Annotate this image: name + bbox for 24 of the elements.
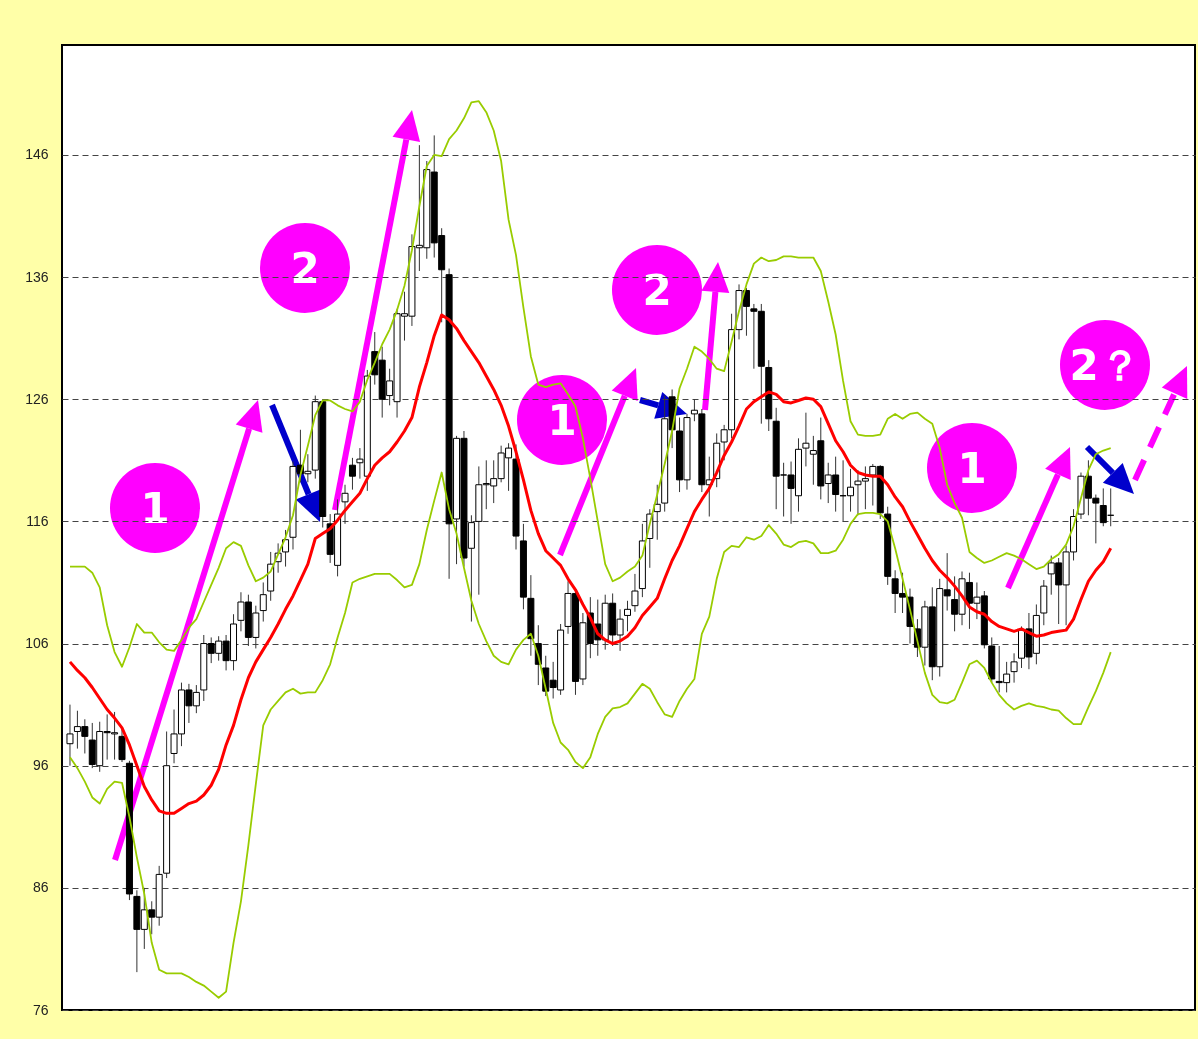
y-tick-label: 136 [25, 268, 49, 285]
candlestick [802, 412, 810, 467]
y-tick-label: 116 [26, 512, 49, 529]
candlestick [624, 600, 632, 632]
candlestick [66, 704, 74, 767]
y-tick-label: 106 [25, 635, 49, 652]
candlestick [282, 529, 290, 568]
annotation: 1 [957, 444, 987, 493]
y-tick-label: 146 [25, 146, 49, 163]
annotation: 2？ [1069, 341, 1141, 390]
annotation: 1 [547, 396, 577, 445]
candlestick [118, 728, 126, 763]
annotation: 1 [140, 484, 170, 533]
y-tick-label: 96 [32, 757, 49, 774]
y-tick-label: 76 [32, 1001, 49, 1018]
candlestick [259, 581, 267, 623]
candlestick [348, 457, 356, 491]
candlestick [1010, 652, 1018, 684]
y-tick-label: 86 [32, 879, 49, 896]
annotation: 2 [290, 244, 320, 293]
annotation: 2 [642, 266, 672, 315]
y-tick-label: 126 [25, 390, 49, 407]
candlestick [341, 484, 349, 525]
candlestick [631, 573, 639, 613]
